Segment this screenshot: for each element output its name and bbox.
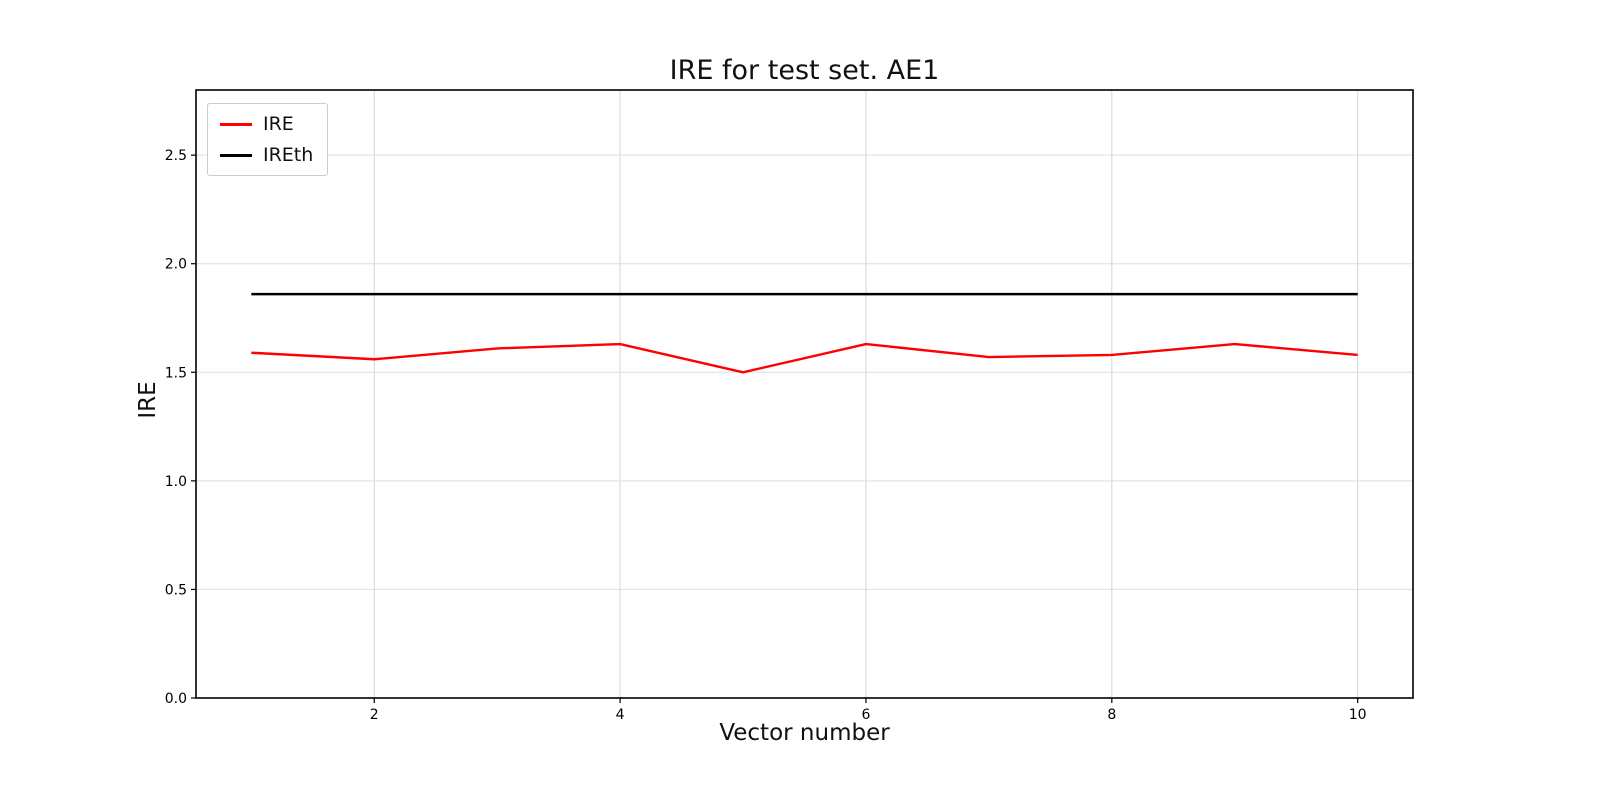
y-axis-label: IRE [135,381,161,419]
legend-label-ireth: IREth [263,144,314,166]
chart-title: IRE for test set. AE1 [669,55,940,86]
x-tick-label: 4 [616,707,625,723]
y-tick-label: 1.0 [165,474,187,490]
y-tick-label: 0.0 [165,691,187,707]
legend-entry-ireth: IREth [220,144,313,166]
legend-entry-ire: IRE [220,113,313,135]
ireth-line-swatch [220,153,252,157]
x-tick-label: 6 [862,707,871,723]
legend-label-ire: IRE [263,113,294,135]
series-line-ire [251,342,1358,374]
x-tick-label: 8 [1107,707,1116,723]
x-tick-label: 2 [370,707,379,723]
y-tick-label: 2.0 [165,257,187,273]
ire-line-swatch [220,122,252,126]
y-tick-label: 1.5 [165,365,187,381]
y-tick-label: 0.5 [165,582,187,598]
legend: IRE IREth [207,103,329,176]
x-tick-label: 10 [1349,707,1367,723]
plot-border [195,89,1414,699]
x-axis-label: Vector number [719,720,890,746]
y-tick-label: 2.5 [165,148,187,164]
